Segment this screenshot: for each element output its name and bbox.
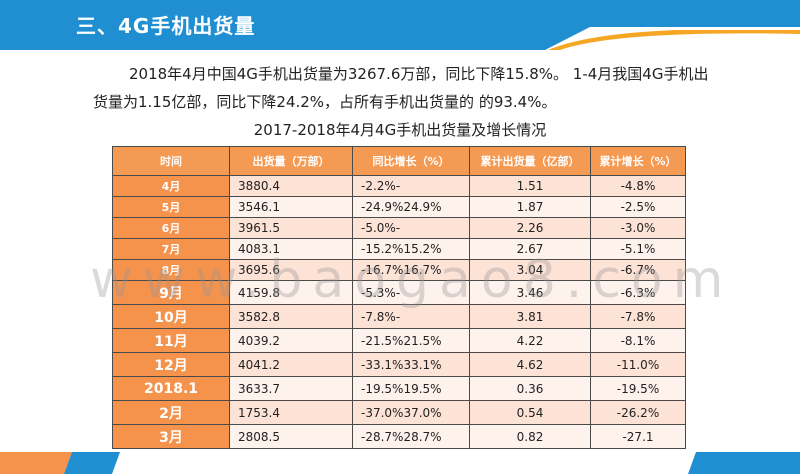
cell-cumulative-growth: -26.2% bbox=[590, 400, 686, 425]
cell-cumulative-growth: -4.8% bbox=[590, 175, 686, 197]
cell-cumulative-growth: -6.7% bbox=[590, 259, 686, 281]
intro-paragraph: 2018年4月中国4G手机出货量为3267.6万部，同比下降15.8%。 1-4… bbox=[93, 60, 713, 116]
cell-yoy: -5.0%- bbox=[352, 217, 470, 239]
cell-time: 12月 bbox=[112, 352, 230, 377]
cell-time: 8月 bbox=[112, 259, 230, 281]
table-row: 9月 4159.8 -5.3%- 3.46 -6.3% bbox=[112, 280, 686, 305]
table-row: 7月 4083.1 -15.2%15.2% 2.67 -5.1% bbox=[112, 238, 686, 260]
column-header-cumulative: 累计出货量（亿部） bbox=[469, 146, 591, 176]
cell-shipment: 3546.1 bbox=[229, 196, 353, 218]
cell-time: 10月 bbox=[112, 304, 230, 329]
cell-time: 4月 bbox=[112, 175, 230, 197]
cell-cumulative-growth: -3.0% bbox=[590, 217, 686, 239]
cell-cumulative: 2.67 bbox=[469, 238, 591, 260]
table-row: 5月 3546.1 -24.9%24.9% 1.87 -2.5% bbox=[112, 196, 686, 218]
cell-time: 6月 bbox=[112, 217, 230, 239]
cell-cumulative: 0.36 bbox=[469, 376, 591, 401]
cell-yoy: -21.5%21.5% bbox=[352, 328, 470, 353]
table-header-row: 时间 出货量（万部） 同比增长（%） 累计出货量（亿部） 累计增长（%） bbox=[112, 146, 686, 176]
cell-cumulative-growth: -5.1% bbox=[590, 238, 686, 260]
cell-time: 7月 bbox=[112, 238, 230, 260]
cell-cumulative-growth: -2.5% bbox=[590, 196, 686, 218]
cell-shipment: 3633.7 bbox=[229, 376, 353, 401]
cell-cumulative: 0.54 bbox=[469, 400, 591, 425]
table-row: 10月 3582.8 -7.8%- 3.81 -7.8% bbox=[112, 304, 686, 329]
column-header-time: 时间 bbox=[112, 146, 230, 176]
cell-cumulative-growth: -27.1 bbox=[590, 424, 686, 449]
cell-cumulative: 3.81 bbox=[469, 304, 591, 329]
cell-cumulative: 3.46 bbox=[469, 280, 591, 305]
table-row: 4月 3880.4 -2.2%- 1.51 -4.8% bbox=[112, 175, 686, 197]
cell-shipment: 4041.2 bbox=[229, 352, 353, 377]
table-row: 2018.1 3633.7 -19.5%19.5% 0.36 -19.5% bbox=[112, 376, 686, 401]
cell-yoy: -15.2%15.2% bbox=[352, 238, 470, 260]
cell-yoy: -24.9%24.9% bbox=[352, 196, 470, 218]
table-row: 6月 3961.5 -5.0%- 2.26 -3.0% bbox=[112, 217, 686, 239]
shipment-table: 时间 出货量（万部） 同比增长（%） 累计出货量（亿部） 累计增长（%） 4月 … bbox=[112, 146, 686, 449]
cell-shipment: 2808.5 bbox=[229, 424, 353, 449]
cell-cumulative-growth: -6.3% bbox=[590, 280, 686, 305]
cell-cumulative: 4.62 bbox=[469, 352, 591, 377]
cell-cumulative-growth: -7.8% bbox=[590, 304, 686, 329]
table-title: 2017-2018年4月4G手机出货量及增长情况 bbox=[253, 121, 547, 139]
column-header-shipment: 出货量（万部） bbox=[229, 146, 353, 176]
cell-cumulative: 4.22 bbox=[469, 328, 591, 353]
column-header-cumulative-growth: 累计增长（%） bbox=[590, 146, 686, 176]
table-row: 3月 2808.5 -28.7%28.7% 0.82 -27.1 bbox=[112, 424, 686, 449]
cell-time: 11月 bbox=[112, 328, 230, 353]
cell-shipment: 3582.8 bbox=[229, 304, 353, 329]
table-row: 11月 4039.2 -21.5%21.5% 4.22 -8.1% bbox=[112, 328, 686, 353]
cell-cumulative-growth: -8.1% bbox=[590, 328, 686, 353]
cell-cumulative-growth: -19.5% bbox=[590, 376, 686, 401]
cell-time: 2月 bbox=[112, 400, 230, 425]
cell-yoy: -16.7%16.7% bbox=[352, 259, 470, 281]
footer-accent-right bbox=[688, 452, 800, 474]
cell-yoy: -28.7%28.7% bbox=[352, 424, 470, 449]
cell-shipment: 3961.5 bbox=[229, 217, 353, 239]
cell-yoy: -2.2%- bbox=[352, 175, 470, 197]
cell-shipment: 4159.8 bbox=[229, 280, 353, 305]
cell-cumulative-growth: -11.0% bbox=[590, 352, 686, 377]
cell-shipment: 3695.6 bbox=[229, 259, 353, 281]
cell-shipment: 1753.4 bbox=[229, 400, 353, 425]
page-title: 三、4G手机出货量 bbox=[76, 14, 256, 38]
cell-time: 5月 bbox=[112, 196, 230, 218]
header-bar bbox=[0, 0, 800, 50]
cell-cumulative: 1.87 bbox=[469, 196, 591, 218]
cell-cumulative: 1.51 bbox=[469, 175, 591, 197]
cell-cumulative: 3.04 bbox=[469, 259, 591, 281]
cell-yoy: -37.0%37.0% bbox=[352, 400, 470, 425]
cell-cumulative: 2.26 bbox=[469, 217, 591, 239]
cell-yoy: -19.5%19.5% bbox=[352, 376, 470, 401]
cell-time: 2018.1 bbox=[112, 376, 230, 401]
cell-shipment: 4039.2 bbox=[229, 328, 353, 353]
cell-shipment: 4083.1 bbox=[229, 238, 353, 260]
cell-cumulative: 0.82 bbox=[469, 424, 591, 449]
cell-time: 3月 bbox=[112, 424, 230, 449]
cell-yoy: -33.1%33.1% bbox=[352, 352, 470, 377]
cell-yoy: -5.3%- bbox=[352, 280, 470, 305]
table-row: 8月 3695.6 -16.7%16.7% 3.04 -6.7% bbox=[112, 259, 686, 281]
footer-accent-left bbox=[0, 452, 120, 474]
cell-shipment: 3880.4 bbox=[229, 175, 353, 197]
cell-time: 9月 bbox=[112, 280, 230, 305]
table-row: 2月 1753.4 -37.0%37.0% 0.54 -26.2% bbox=[112, 400, 686, 425]
column-header-yoy: 同比增长（%） bbox=[352, 146, 470, 176]
table-row: 12月 4041.2 -33.1%33.1% 4.62 -11.0% bbox=[112, 352, 686, 377]
intro-text: 2018年4月中国4G手机出货量为3267.6万部，同比下降15.8%。 1-4… bbox=[93, 65, 709, 111]
cell-yoy: -7.8%- bbox=[352, 304, 470, 329]
